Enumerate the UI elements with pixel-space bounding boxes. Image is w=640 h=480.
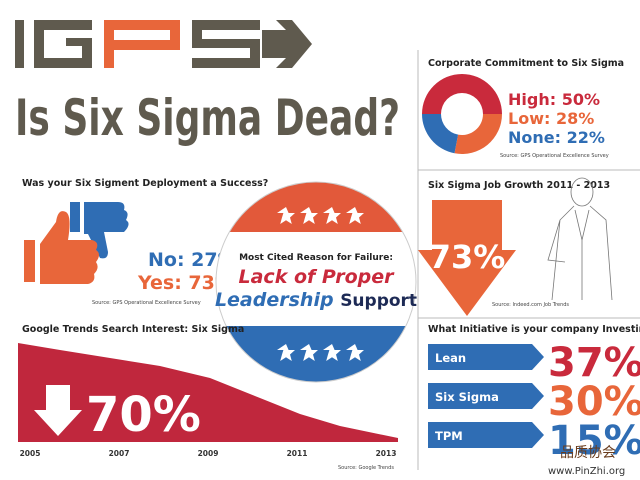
failure-text: Leadership xyxy=(215,289,334,311)
watermark: 品质协会 xyxy=(560,445,616,461)
initiative-value: 15% xyxy=(548,418,640,464)
watermark-url: www.PinZhi.org xyxy=(548,466,625,477)
down-arrow xyxy=(418,200,516,316)
donut-segment xyxy=(454,114,502,154)
initiative-bar xyxy=(428,383,544,409)
source: Source: GPS Operational Excellence Surve… xyxy=(500,153,609,159)
initiatives: Lean 37% Six Sigma 30% TPM 15% xyxy=(428,340,640,464)
initiative-bar xyxy=(428,344,544,370)
failure-text: Lack of Proper xyxy=(239,266,396,288)
legend-label: None: 22% xyxy=(508,128,605,147)
logo xyxy=(15,20,312,68)
initiative-name: TPM xyxy=(435,429,463,443)
section-title: Six Sigma Job Growth 2011 - 2013 xyxy=(428,180,610,191)
badge-outline xyxy=(215,181,417,383)
x-tick-label: 2009 xyxy=(198,449,219,458)
legend-label: High: 50% xyxy=(508,90,600,109)
x-tick-label: 2007 xyxy=(109,449,130,458)
section-title: Was your Six Sigment Deployment a Succes… xyxy=(22,178,268,189)
trend-value: 70% xyxy=(86,387,201,443)
x-tick-label: 2011 xyxy=(287,449,308,458)
failure-text: Leadership Support xyxy=(215,289,417,311)
x-tick-label: 2013 xyxy=(376,449,397,458)
initiative-bar xyxy=(428,422,544,448)
donut xyxy=(422,74,502,154)
x-axis: 2005 2007 2009 2011 2013 xyxy=(20,449,397,458)
trend-area xyxy=(18,343,398,442)
growth-value: 73% xyxy=(429,238,506,276)
thumb-up-icon xyxy=(24,211,99,284)
man-sketch xyxy=(547,177,613,301)
initiative-value: 37% xyxy=(548,340,640,386)
source: Source: Google Trends xyxy=(338,465,394,471)
failure-title: Most Cited Reason for Failure: xyxy=(239,253,393,263)
section-title: Google Trends Search Interest: Six Sigma xyxy=(22,324,244,335)
main-title: Is Six Sigma Dead? xyxy=(15,89,400,147)
initiative-value: 30% xyxy=(548,379,640,425)
initiative-name: Lean xyxy=(435,351,466,365)
donut-segment xyxy=(422,74,502,114)
initiative-name: Six Sigma xyxy=(435,390,499,404)
section-title: Corporate Commitment to Six Sigma xyxy=(428,58,624,69)
legend-label: Low: 28% xyxy=(508,109,594,128)
yes-value: Yes: 73% xyxy=(137,272,234,294)
x-tick-label: 2005 xyxy=(20,449,41,458)
failure-text: Support xyxy=(340,291,417,311)
source: Source: GPS Operational Excellence Surve… xyxy=(92,300,201,306)
no-value: No: 27% xyxy=(148,249,237,271)
source: Source: Indeed.com Job Trends xyxy=(492,302,569,308)
dividers xyxy=(417,50,640,470)
donut-segment xyxy=(422,114,459,154)
section-title: What Initiative is your company Investin… xyxy=(428,324,640,335)
down-arrow xyxy=(34,385,82,436)
